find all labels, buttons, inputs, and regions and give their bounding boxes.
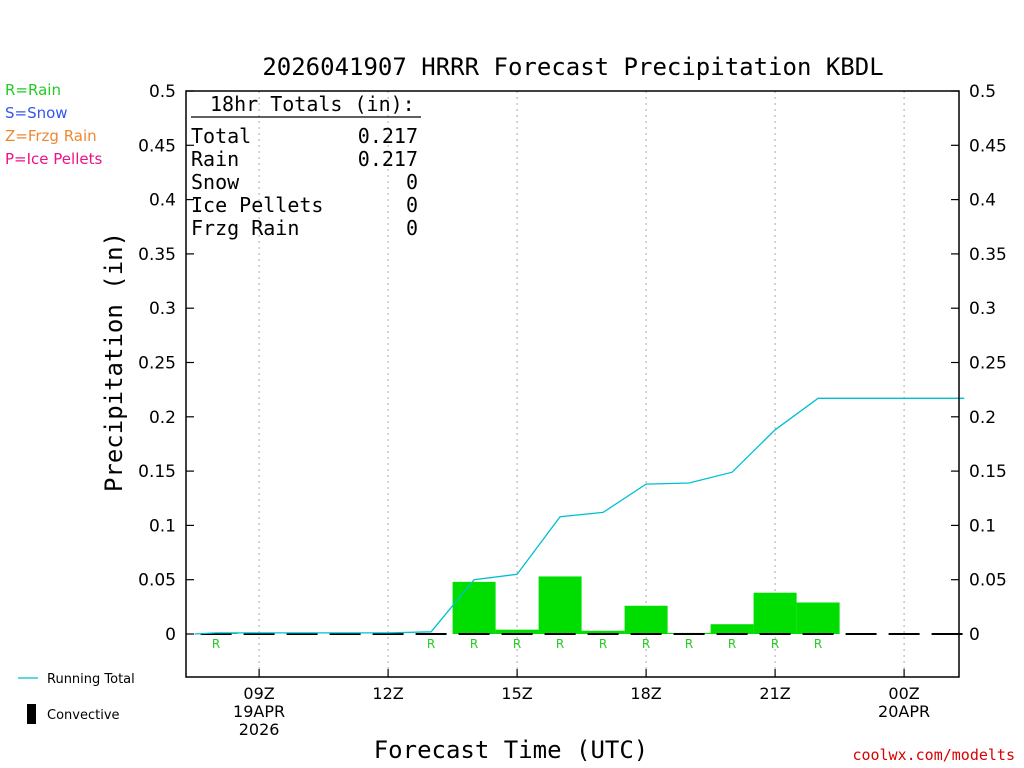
y-tick-label: 0 [165,625,176,645]
ptype-label: R [771,637,779,651]
precip-bar [495,629,539,634]
precip-bar [710,624,754,634]
x-tick-label: 18Z [630,684,661,703]
ptype-legend-entry: S=Snow [5,104,68,122]
totals-value: 0 [406,193,418,217]
legend-entry-label: Convective [47,708,120,723]
ptype-legend-entry: R=Rain [5,81,61,99]
y-tick-label: 0 [969,625,980,645]
x-tick-label: 21Z [759,684,790,703]
totals-value: 0 [406,216,418,240]
x-tick-label: 15Z [501,684,532,703]
y-tick-label: 0.35 [969,245,1007,265]
ptype-legend-entry: Z=Frzg Rain [5,127,97,145]
x-tick-label: 20APR [878,702,930,721]
totals-label: Frzg Rain [191,216,299,240]
x-tick-label: 09Z [243,684,274,703]
precip-bar [624,605,668,634]
y-tick-label: 0.4 [149,191,176,211]
y-tick-label: 0.05 [138,571,176,591]
x-tick-label: 12Z [372,684,403,703]
ptype-label: R [427,637,435,651]
legend-entry-label: Running Total [47,672,135,687]
y-tick-label: 0.25 [969,354,1007,374]
y-tick-label: 0.45 [969,136,1007,156]
y-tick-label: 0.2 [149,408,176,428]
y-tick-label: 0.2 [969,408,996,428]
y-tick-label: 0.5 [149,82,176,102]
credit-text: coolwx.com/modelts [852,746,1015,764]
y-tick-label: 0.35 [138,245,176,265]
legend-bar-symbol [27,704,36,724]
running-total-line [194,397,965,635]
ptype-label: R [599,637,607,651]
precip-bar [452,581,496,634]
y-axis-label: Precipitation (in) [100,232,128,492]
x-tick-label: 00Z [888,684,919,703]
totals-box: 18hr Totals (in): Total 0.217 Rain 0.217 Sno… [191,92,421,240]
totals-value: 0.217 [358,124,418,148]
y-tick-label: 0.05 [969,571,1007,591]
y-tick-label: 0.3 [149,299,176,319]
chart-title: 2026041907 HRRR Forecast Precipitation K… [262,53,883,81]
ptype-label: R [814,637,822,651]
totals-header: 18hr Totals (in): [210,92,415,116]
ptype-label: R [728,637,736,651]
ptype-label: R [556,637,564,651]
totals-label: Ice Pellets [191,193,323,217]
plot-frame [185,90,960,678]
y-tick-label: 0.15 [969,462,1007,482]
y-tick-label: 0.45 [138,136,176,156]
y-tick-label: 0.1 [149,516,176,536]
precip-bar [796,602,840,634]
precip-bar [538,576,582,634]
x-tick-label: 2026 [239,720,280,739]
precip-bar [581,630,625,634]
totals-value: 0 [406,170,418,194]
y-tick-label: 0.25 [138,354,176,374]
ptype-legend-entry: P=Ice Pellets [5,150,102,168]
x-axis-label: Forecast Time (UTC) [374,736,649,764]
totals-label: Total [191,124,251,148]
x-tick-label: 19APR [233,702,285,721]
y-tick-label: 0.4 [969,191,996,211]
ptype-label: R [642,637,650,651]
ptype-legend: R=Rain S=Snow Z=Frzg Rain P=Ice Pellets [5,81,102,168]
ptype-label: R [685,637,693,651]
y-tick-label: 0.15 [138,462,176,482]
y-tick-label: 0.5 [969,82,996,102]
y-tick-label: 0.1 [969,516,996,536]
y-tick-label: 0.3 [969,299,996,319]
ptype-label: R [470,637,478,651]
bottom-legend: Running Total Convective [18,672,135,724]
totals-label: Rain [191,147,239,171]
totals-label: Snow [191,170,240,194]
grid-lines [258,91,905,677]
y-axis-left: 0 0.05 0.1 0.15 0.2 0.25 0.3 0.35 0.4 0.45 0.5 [138,82,194,645]
precip-bars [194,576,963,635]
y-axis-right: 0 0.05 0.1 0.15 0.2 0.25 0.3 0.35 0.4 0.45 0.5 [951,82,1007,645]
totals-value: 0.217 [358,147,418,171]
ptype-label: R [513,637,521,651]
precip-bar [753,592,797,634]
ptype-label: R [212,637,220,651]
